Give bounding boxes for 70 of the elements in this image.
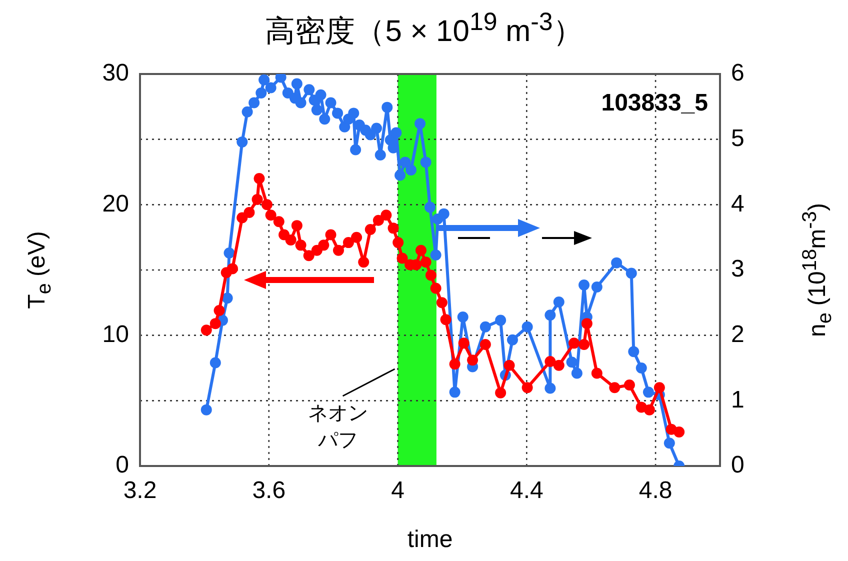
point [674, 426, 685, 438]
point [504, 360, 515, 371]
point [609, 382, 620, 394]
y-tick-label: 0 [116, 452, 129, 479]
point [480, 338, 491, 350]
point [261, 199, 272, 210]
point [351, 232, 362, 243]
point [210, 318, 221, 330]
point [624, 379, 635, 390]
y2-tick-label: 6 [731, 60, 744, 87]
y2-tick-label: 5 [731, 124, 744, 152]
point [226, 263, 238, 274]
point [318, 240, 330, 251]
point [581, 318, 592, 330]
point [273, 216, 284, 228]
y-tick-label: 10 [102, 320, 129, 348]
point [436, 297, 448, 308]
point [325, 229, 336, 240]
point [415, 244, 426, 256]
x-tick-label: 4.4 [510, 477, 544, 504]
y2-tick-label: 1 [731, 386, 744, 414]
x-axis-title: time [406, 526, 454, 554]
point [342, 237, 354, 248]
point [544, 356, 556, 367]
point [295, 240, 306, 251]
point [449, 358, 460, 370]
point [654, 382, 665, 394]
point [644, 404, 655, 416]
point [244, 207, 255, 218]
band-label: ネオンパフ [308, 402, 368, 452]
point [332, 244, 344, 256]
point [591, 368, 602, 379]
point [553, 360, 564, 371]
point [430, 282, 442, 294]
point [388, 222, 399, 234]
point [495, 387, 506, 398]
point [440, 314, 452, 326]
x-tick-label: 3.2 [123, 477, 157, 504]
y2-tick-label: 4 [731, 190, 744, 218]
point [568, 338, 580, 349]
annotation: 103833_5 [601, 90, 708, 117]
point [420, 256, 432, 268]
chart-title: 高密度（5 × 10$^{19}$ m$^{-3}$） [264, 8, 584, 50]
x-tick-label: 3.6 [252, 477, 286, 504]
point [372, 214, 384, 226]
point [303, 250, 314, 262]
point [396, 252, 408, 264]
point [254, 173, 265, 184]
point [265, 210, 276, 221]
x-tick-label: 4.8 [638, 477, 672, 504]
point [578, 338, 590, 350]
point [425, 270, 436, 281]
y-tick-label: 30 [102, 60, 129, 87]
point [364, 224, 376, 235]
y-tick-label: 20 [102, 190, 129, 218]
point [358, 256, 370, 268]
y2-tick-label: 0 [731, 452, 744, 479]
y2-tick-label: 2 [731, 320, 744, 348]
point [458, 338, 470, 349]
point [522, 382, 533, 394]
point [291, 220, 302, 232]
point [392, 237, 404, 248]
point [214, 305, 225, 316]
y2-tick-label: 3 [731, 256, 744, 283]
point [467, 354, 478, 366]
point [285, 234, 296, 246]
point [200, 324, 212, 336]
point [252, 194, 263, 205]
point [380, 210, 392, 221]
x-tick-label: 4 [391, 477, 404, 504]
